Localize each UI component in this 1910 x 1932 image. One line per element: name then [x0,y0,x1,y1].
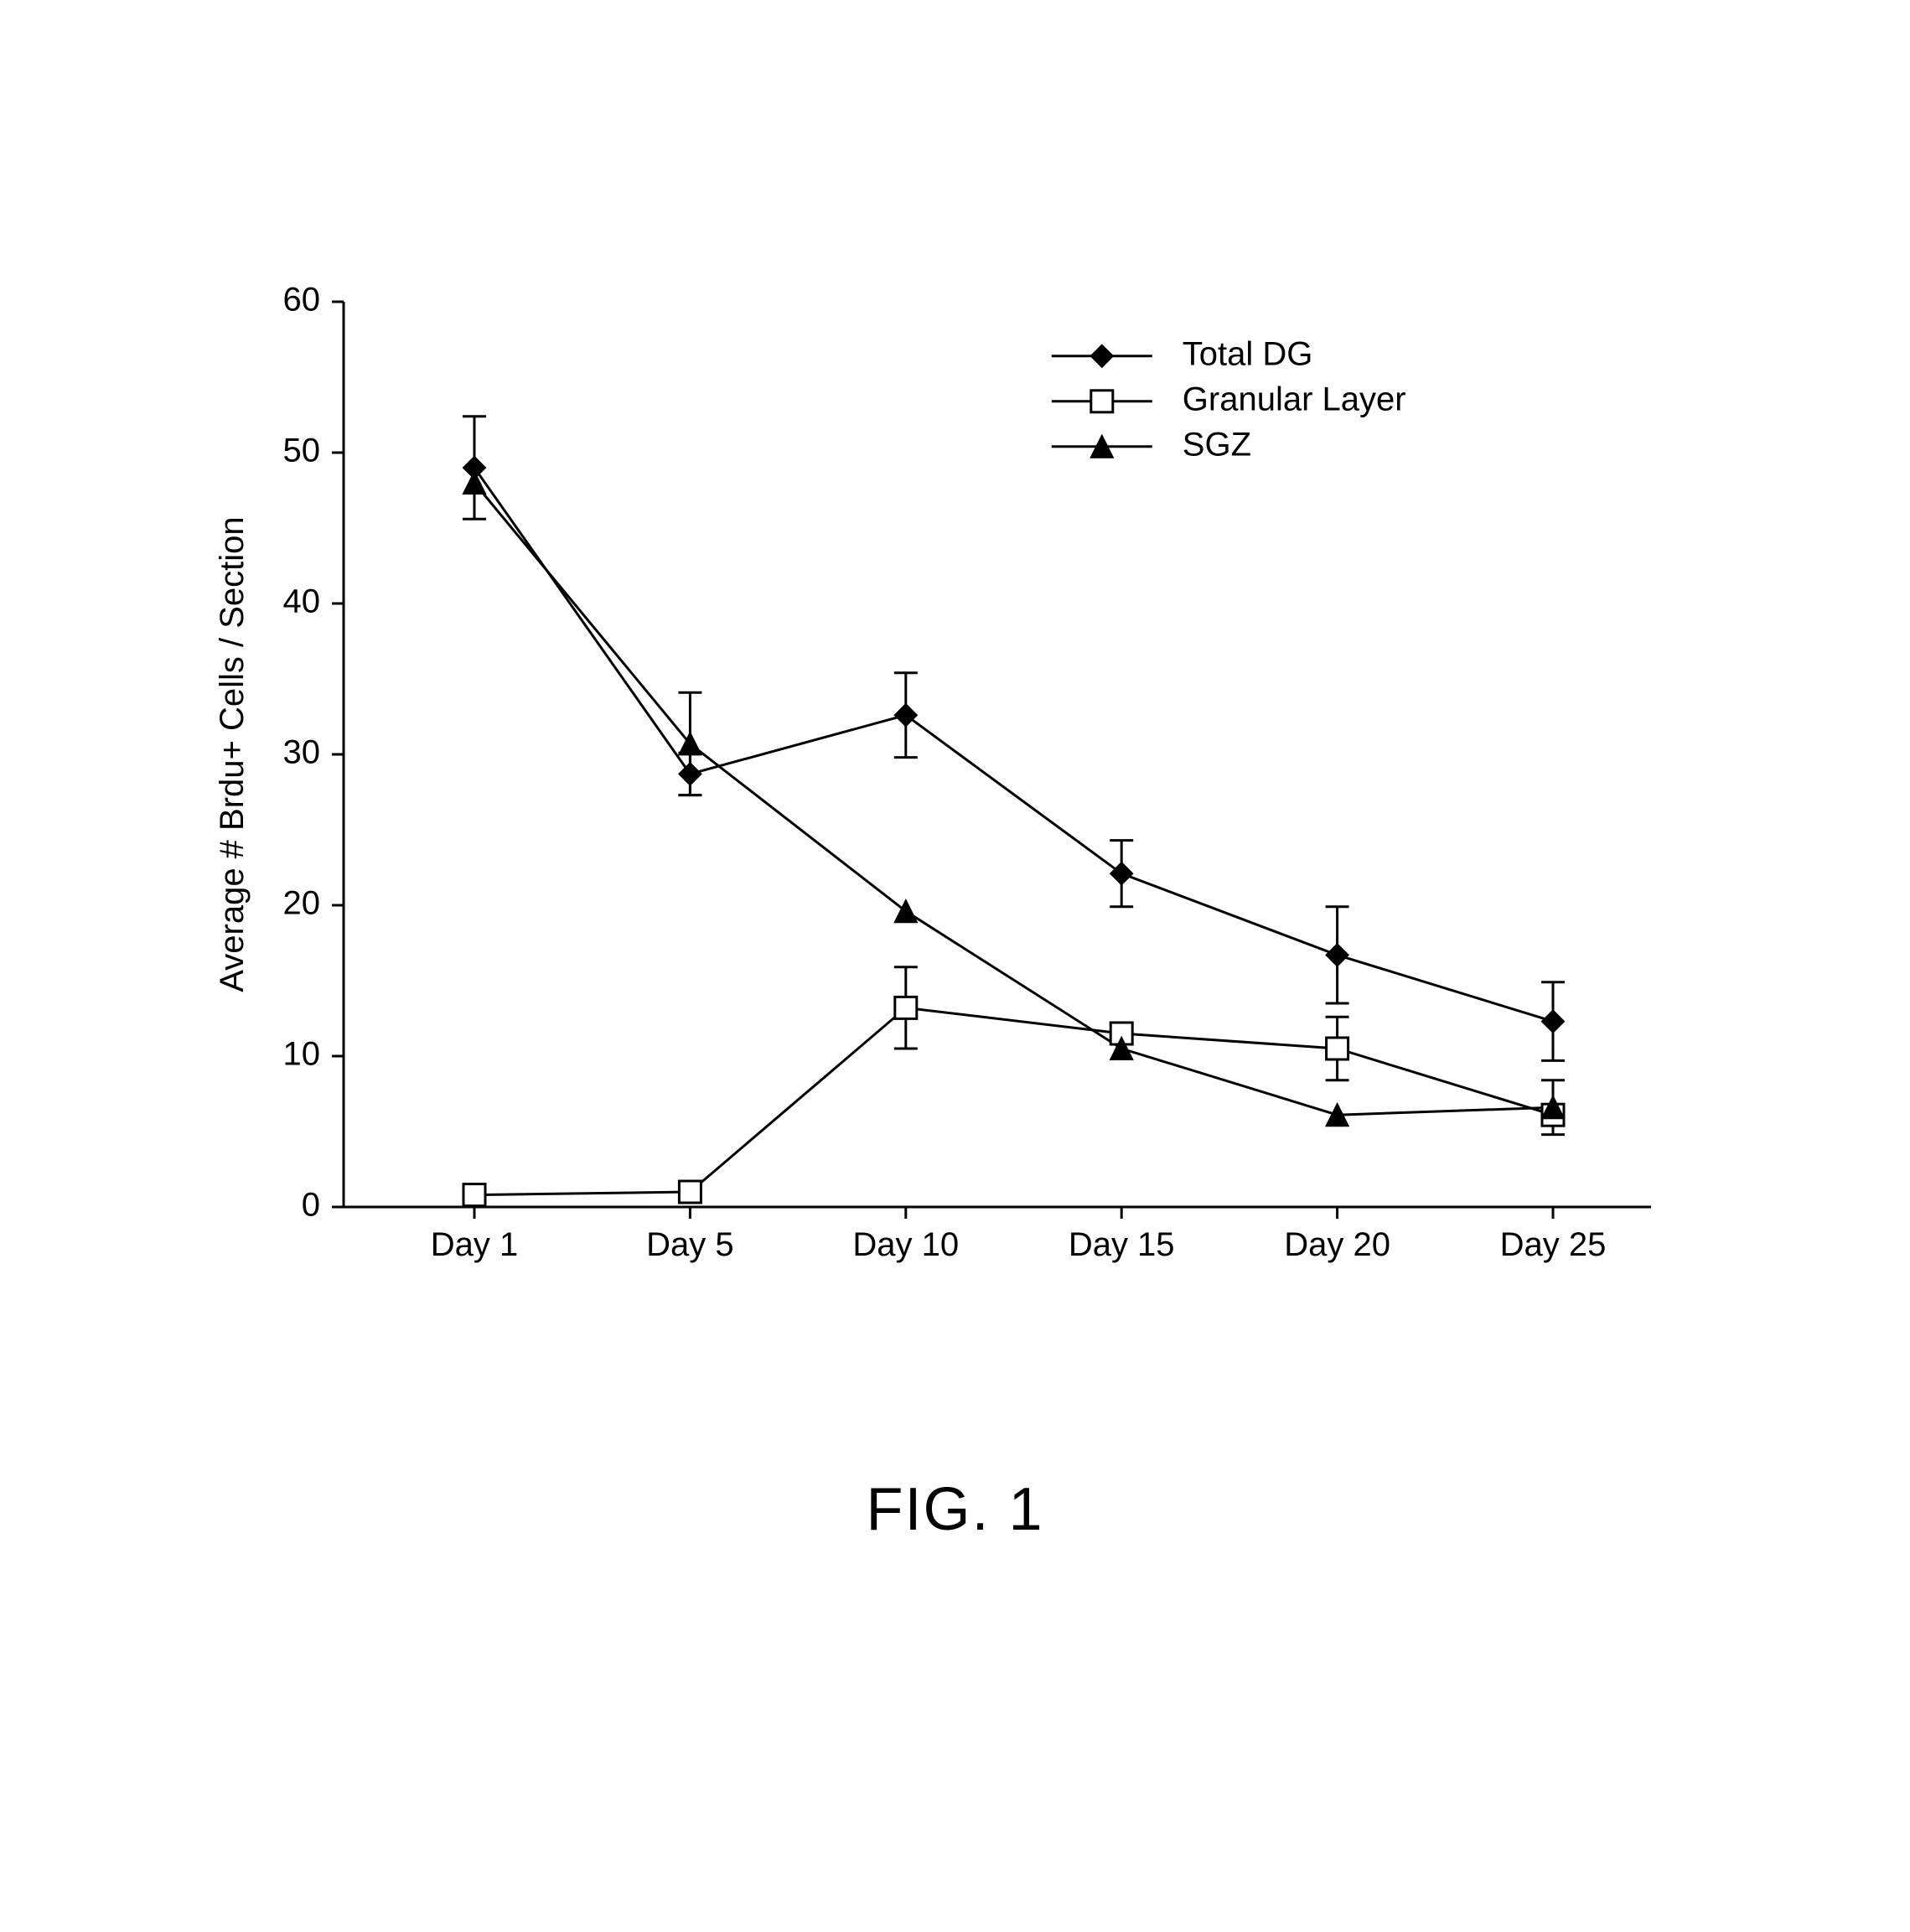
x-tick-label: Day 5 [646,1226,734,1263]
page: 0 10 20 30 40 50 60 Day 1 Day 5 Day 10 Day 15 Day 2… [0,0,1910,1932]
x-tick-label: Day 25 [1500,1226,1607,1263]
y-tick-label: 40 [283,583,321,620]
y-tick-label: 10 [283,1036,321,1073]
y-tick-label: 30 [283,734,321,771]
x-tick-label: Day 1 [431,1226,519,1263]
legend-item: Granular Layer [1052,381,1406,417]
data-point [895,704,917,726]
y-tick-label: 0 [302,1187,320,1224]
x-tick-label: Day 20 [1284,1226,1390,1263]
series-line [474,1007,1553,1194]
series-line [474,468,1553,1022]
y-tick-label: 60 [283,282,321,319]
data-point [1327,944,1348,966]
x-tick-label: Day 10 [852,1226,959,1263]
chart-container: 0 10 20 30 40 50 60 Day 1 Day 5 Day 10 Day 15 Day 2… [201,268,1710,1358]
data-point [463,472,485,494]
y-tick-label: 20 [283,885,321,922]
y-tick-label: 50 [283,432,321,469]
y-axis-label: Average # Brdu+ Cells / Section [214,516,251,992]
legend-label: Granular Layer [1183,381,1406,417]
x-tick-label: Day 15 [1069,1226,1175,1263]
data-point [679,763,701,785]
data-point [679,1181,701,1203]
legend-label: SGZ [1183,426,1251,463]
figure-caption: FIG. 1 [0,1475,1910,1544]
line-chart: 0 10 20 30 40 50 60 Day 1 Day 5 Day 10 Day 15 Day 2… [201,268,1710,1358]
legend-item: Total DG [1052,335,1313,372]
data-point [895,900,917,922]
data-point [1327,1038,1348,1059]
legend-label: Total DG [1183,335,1313,372]
data-point [1110,862,1132,884]
data-point [463,1184,485,1206]
data-point [1542,1011,1564,1033]
legend-item: SGZ [1052,426,1251,463]
data-point [895,997,917,1018]
